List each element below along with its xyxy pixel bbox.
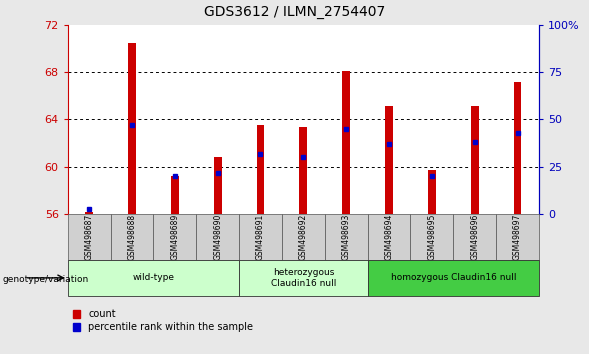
Bar <box>171 176 178 214</box>
Bar <box>428 170 436 214</box>
Text: genotype/variation: genotype/variation <box>3 275 89 284</box>
Bar <box>496 214 539 260</box>
Text: wild-type: wild-type <box>133 273 174 282</box>
Bar <box>385 107 393 214</box>
Bar <box>514 81 521 214</box>
Text: GSM498693: GSM498693 <box>342 214 350 261</box>
Text: GSM498691: GSM498691 <box>256 214 265 260</box>
Bar <box>196 214 239 260</box>
Bar <box>68 214 111 260</box>
Text: GSM498695: GSM498695 <box>428 214 436 261</box>
Bar <box>368 260 539 296</box>
Text: GSM498697: GSM498697 <box>513 214 522 261</box>
Text: GSM498689: GSM498689 <box>170 214 179 260</box>
Bar <box>282 214 325 260</box>
Bar <box>454 214 496 260</box>
Bar <box>257 125 264 214</box>
Text: heterozygous
Claudin16 null: heterozygous Claudin16 null <box>271 268 336 288</box>
Bar <box>411 214 454 260</box>
Text: GDS3612 / ILMN_2754407: GDS3612 / ILMN_2754407 <box>204 5 385 19</box>
Text: GSM498690: GSM498690 <box>213 214 222 261</box>
Bar <box>239 260 368 296</box>
Text: homozygous Claudin16 null: homozygous Claudin16 null <box>391 273 516 282</box>
Bar <box>368 214 411 260</box>
Text: GSM498694: GSM498694 <box>385 214 393 261</box>
Bar <box>342 71 350 214</box>
Text: GSM498688: GSM498688 <box>127 214 137 260</box>
Bar <box>239 214 282 260</box>
Bar <box>214 157 221 214</box>
Bar <box>471 107 478 214</box>
Bar <box>128 42 136 214</box>
Text: GSM498692: GSM498692 <box>299 214 308 260</box>
Bar <box>153 214 196 260</box>
Bar <box>111 214 153 260</box>
Text: GSM498687: GSM498687 <box>85 214 94 260</box>
Text: GSM498696: GSM498696 <box>470 214 479 261</box>
Bar <box>85 212 93 214</box>
Bar <box>325 214 368 260</box>
Bar <box>299 127 307 214</box>
Legend: count, percentile rank within the sample: count, percentile rank within the sample <box>72 309 253 332</box>
Bar <box>68 260 239 296</box>
